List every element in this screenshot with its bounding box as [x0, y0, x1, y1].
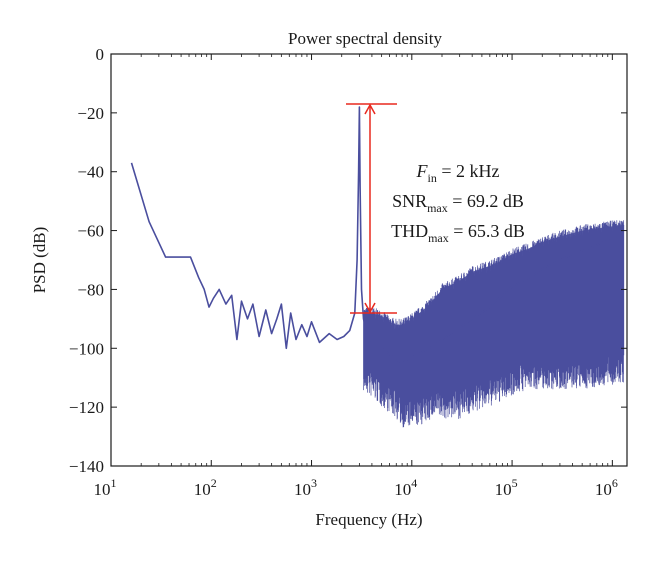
y-tick-label: −100 — [69, 339, 104, 358]
x-tick-label: 106 — [595, 476, 618, 499]
x-tick-label: 105 — [495, 476, 518, 499]
plot-area — [110, 53, 628, 467]
annotation-line: THDmax = 65.3 dB — [391, 221, 525, 245]
annotation-line: Fin = 2 kHz — [416, 161, 500, 185]
annotation: Fin = 2 kHz SNRmax = 69.2 dB THDmax = 65.3… — [346, 103, 525, 314]
x-tick-label: 104 — [394, 476, 417, 499]
arrow-up-icon — [364, 103, 376, 115]
y-tick-label: −120 — [69, 398, 104, 417]
x-tick-label: 101 — [94, 476, 117, 499]
psd-series-line — [130, 106, 624, 364]
y-axis-label: PSD (dB) — [30, 227, 49, 294]
y-tick-label: −140 — [69, 457, 104, 476]
y-tick-label: 0 — [96, 45, 105, 64]
y-tick-label: −40 — [77, 163, 104, 182]
x-axis-label: Frequency (Hz) — [315, 510, 422, 529]
arrow-down-icon — [364, 302, 376, 314]
axes-frame — [110, 53, 628, 467]
chart-title: Power spectral density — [288, 29, 442, 48]
annotation-line: SNRmax = 69.2 dB — [392, 191, 524, 215]
x-tick-label: 103 — [294, 476, 317, 499]
noise-strokes — [363, 220, 625, 428]
y-axis: 0 −20 −40 −60 −80 −100 −120 −140 — [69, 45, 627, 476]
y-tick-label: −20 — [77, 104, 104, 123]
x-tick-label: 102 — [194, 476, 217, 499]
y-tick-label: −80 — [77, 280, 104, 299]
y-tick-label: −60 — [77, 222, 104, 241]
x-axis: 101 102 103 104 105 106 — [94, 54, 618, 499]
